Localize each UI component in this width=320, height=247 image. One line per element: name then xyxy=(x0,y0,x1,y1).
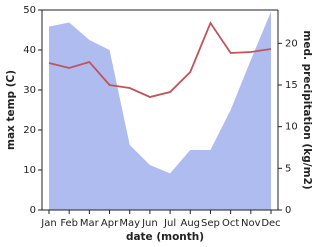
y2-tick-label: 15 xyxy=(285,80,298,91)
y-tick-label: 30 xyxy=(23,85,36,96)
y-tick-label: 50 xyxy=(23,5,36,16)
x-tick-label: Mar xyxy=(80,218,100,229)
y2-axis-label: med. precipitation (kg/m2) xyxy=(301,30,313,189)
x-tick-label: Feb xyxy=(60,218,78,229)
y2-tick-label: 0 xyxy=(285,205,291,216)
y-tick-label: 0 xyxy=(30,205,36,216)
x-axis-label: date (month) xyxy=(126,231,204,243)
x-tick-label: Jul xyxy=(163,218,176,229)
y-tick-label: 20 xyxy=(23,125,36,136)
y2-tick-label: 20 xyxy=(285,38,298,49)
y2-tick-label: 10 xyxy=(285,122,298,133)
precipitation-area xyxy=(49,11,271,210)
temperature-line xyxy=(48,21,272,98)
y-tick-label: 40 xyxy=(23,45,36,56)
y-axis-label: max temp (C) xyxy=(5,70,17,150)
x-tick-label: Aug xyxy=(181,218,201,229)
x-tick-label: Apr xyxy=(101,218,119,229)
x-tick-label: May xyxy=(119,218,140,229)
x-tick-label: Dec xyxy=(261,218,280,229)
x-tick-label: Sep xyxy=(201,218,220,229)
y2-tick-label: 5 xyxy=(285,163,291,174)
x-tick-label: Nov xyxy=(241,218,261,229)
x-tick-label: Jan xyxy=(40,218,56,229)
x-tick-label: Oct xyxy=(222,218,239,229)
y-tick-label: 10 xyxy=(23,165,36,176)
x-tick-label: Jun xyxy=(141,218,158,229)
